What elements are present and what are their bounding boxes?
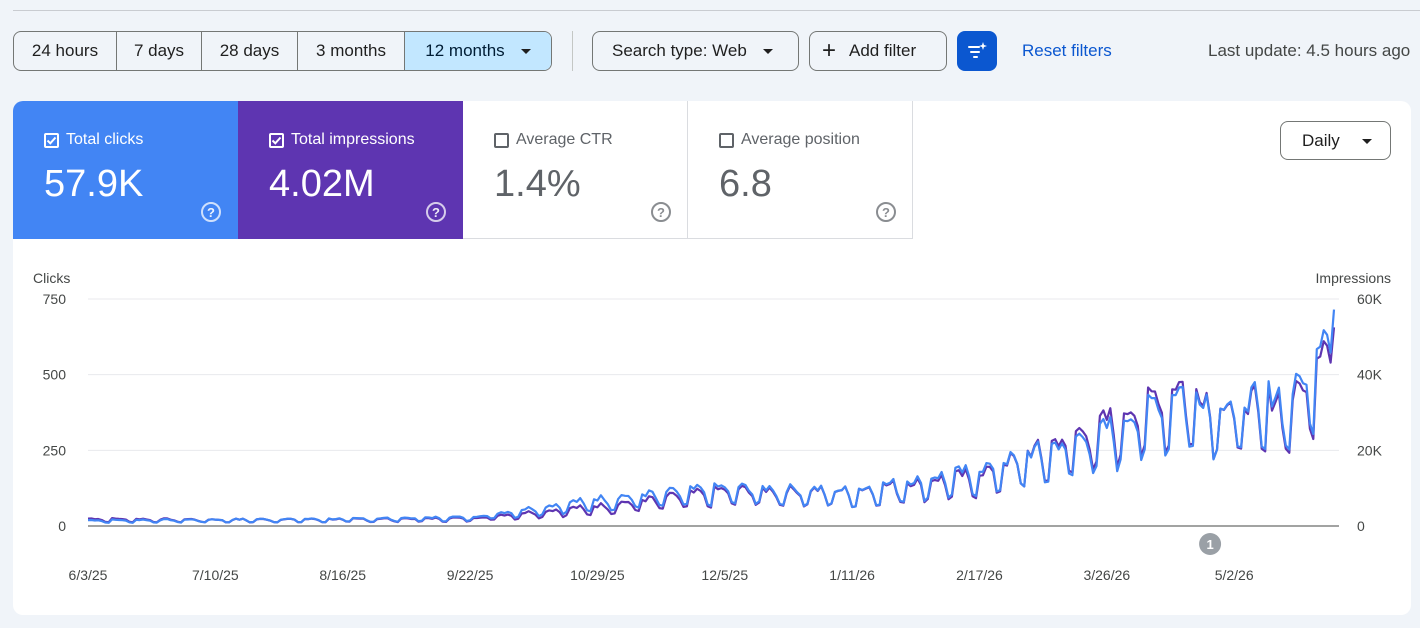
granularity-dropdown[interactable]: Daily	[1280, 121, 1391, 160]
metric-average-position[interactable]: Average position 6.8 ?	[688, 101, 913, 239]
x-tick-label: 9/22/25	[447, 567, 494, 583]
chevron-down-icon	[1362, 139, 1372, 144]
range-3-months-button[interactable]: 3 months	[298, 32, 405, 70]
metric-total-clicks[interactable]: Total clicks 57.9K ?	[13, 101, 238, 239]
help-icon[interactable]: ?	[651, 202, 671, 222]
metric-clicks-label: Total clicks	[66, 131, 144, 148]
x-tick-label: 12/5/25	[701, 567, 748, 583]
chevron-down-icon	[762, 48, 773, 54]
y-tick-left: 250	[43, 442, 67, 458]
x-tick-label: 7/10/25	[192, 567, 239, 583]
metric-clicks-label-row: Total clicks	[44, 131, 143, 149]
x-tick-label: 6/3/25	[69, 567, 108, 583]
y-tick-right: 0	[1357, 518, 1365, 534]
metric-ctr-label-row: Average CTR	[494, 131, 613, 149]
chevron-down-icon	[520, 48, 531, 54]
metric-clicks-value: 57.9K	[44, 163, 144, 205]
range-28-days-button[interactable]: 28 days	[202, 32, 298, 70]
y-tick-right: 60K	[1357, 291, 1383, 307]
annotation-marker	[1199, 533, 1222, 555]
x-tick-label: 3/26/26	[1083, 567, 1130, 583]
metric-position-value: 6.8	[719, 163, 772, 205]
checkbox-checked-icon[interactable]	[44, 132, 59, 148]
help-icon[interactable]: ?	[201, 202, 221, 222]
x-tick-label: 10/29/25	[570, 567, 625, 583]
help-icon[interactable]: ?	[426, 202, 446, 222]
smart-filter-button[interactable]	[957, 31, 997, 71]
metric-impressions-label: Total impressions	[291, 131, 415, 148]
top-divider	[13, 10, 1420, 11]
performance-chart: Clicks Impressions 0 0 250 20K 500 40K 750 60K 6/3…	[33, 270, 1391, 583]
range-12-months-label: 12 months	[425, 41, 505, 60]
metric-ctr-value: 1.4%	[494, 163, 581, 205]
last-update-text: Last update: 4.5 hours ago	[1208, 41, 1411, 60]
date-range-selector: 24 hours 7 days 28 days 3 months 12 mont…	[13, 31, 552, 71]
annotation-label: 1	[1206, 537, 1213, 552]
clicks-series-line	[87, 309, 1336, 524]
y-axis-left-title: Clicks	[33, 270, 70, 286]
range-7-days-button[interactable]: 7 days	[117, 32, 202, 70]
metric-ctr-label: Average CTR	[516, 131, 613, 148]
metric-impressions-label-row: Total impressions	[269, 131, 415, 149]
filter-sparkle-icon	[968, 42, 987, 58]
x-tick-label: 2/17/26	[956, 567, 1003, 583]
metric-impressions-value: 4.02M	[269, 163, 375, 205]
help-icon[interactable]: ?	[876, 202, 896, 222]
granularity-label: Daily	[1302, 130, 1340, 150]
y-tick-right: 40K	[1357, 367, 1383, 383]
add-filter-button[interactable]: + Add filter	[809, 31, 947, 71]
y-tick-left: 500	[43, 367, 67, 383]
x-tick-label: 8/16/25	[319, 567, 366, 583]
y-tick-left: 750	[43, 291, 67, 307]
checkbox-checked-icon[interactable]	[269, 132, 284, 148]
x-tick-label: 1/11/26	[829, 567, 875, 583]
toolbar-divider	[572, 31, 573, 71]
search-type-dropdown[interactable]: Search type: Web	[592, 31, 799, 71]
checkbox-unchecked-icon[interactable]	[494, 132, 509, 148]
search-type-label: Search type: Web	[612, 41, 747, 60]
y-axis-right-title: Impressions	[1316, 270, 1391, 286]
performance-card: Total clicks 57.9K ? Total impressions 4…	[13, 101, 1411, 615]
metric-position-label-row: Average position	[719, 131, 860, 149]
plus-icon: +	[822, 37, 837, 64]
metric-total-impressions[interactable]: Total impressions 4.02M ?	[238, 101, 463, 239]
range-12-months-button[interactable]: 12 months	[405, 32, 551, 70]
range-24-hours-button[interactable]: 24 hours	[14, 32, 117, 70]
x-tick-label: 5/2/26	[1215, 567, 1254, 583]
checkbox-unchecked-icon[interactable]	[719, 132, 734, 148]
filter-toolbar: 24 hours 7 days 28 days 3 months 12 mont…	[13, 31, 1112, 71]
y-tick-left: 0	[58, 518, 66, 534]
y-tick-right: 20K	[1357, 442, 1383, 458]
metric-average-ctr[interactable]: Average CTR 1.4% ?	[463, 101, 688, 239]
reset-filters-link[interactable]: Reset filters	[1022, 41, 1112, 60]
metric-position-label: Average position	[741, 131, 860, 148]
add-filter-label: Add filter	[849, 41, 917, 60]
